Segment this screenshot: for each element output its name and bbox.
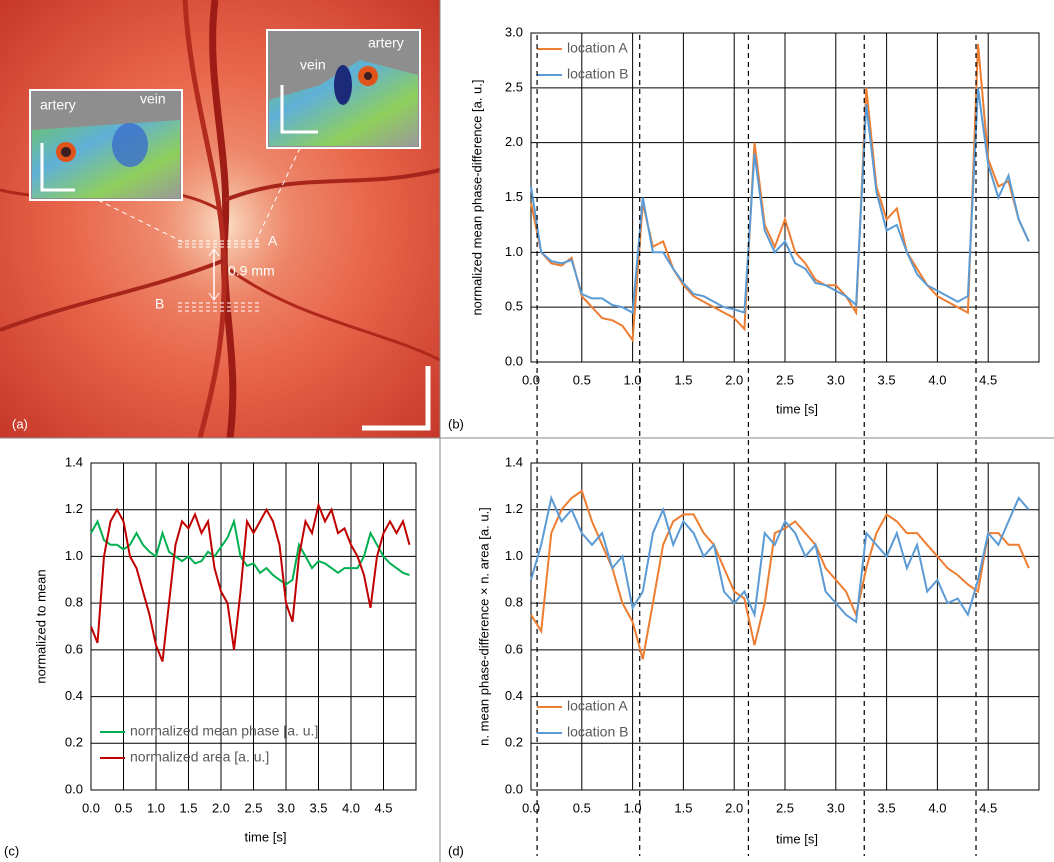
y-tick-label: 0.6 [505,641,523,656]
y-tick-label: 2.5 [505,79,523,94]
inset-label: vein [300,57,326,73]
vessel [0,258,226,332]
panel-label: (d) [448,843,464,858]
y-tick-label: 0.0 [65,781,83,796]
y-axis-title: normalized to mean [33,569,48,683]
y-axis-title: normalized mean phase-difference [a. u.] [469,79,484,315]
y-tick-label: 0.2 [505,735,523,750]
x-tick-label: 4.0 [928,800,946,815]
vessel [224,168,441,202]
inset-label: artery [40,97,76,113]
x-tick-label: 0.0 [522,800,540,815]
x-tick-label: 1.0 [624,372,642,387]
x-tick-label: 1.5 [674,372,692,387]
legend-label: location B [567,724,628,740]
y-axis-title: n. mean phase-difference × n. area [a. u… [476,507,491,746]
x-tick-label: 3.5 [878,372,896,387]
connector [97,199,186,244]
x-tick-label: 2.5 [776,800,794,815]
location-a: A [268,233,278,249]
y-tick-label: 0.8 [65,595,83,610]
inset-label: vein [140,91,166,107]
series-line [530,494,1030,624]
x-tick-label: 3.0 [827,372,845,387]
location-b: B [155,296,164,312]
y-tick-label: 0.2 [65,735,83,750]
y-tick-label: 0.6 [65,641,83,656]
x-tick-label: 0.5 [114,800,132,815]
y-tick-label: 1.0 [505,548,523,563]
x-tick-label: 2.0 [212,800,230,815]
x-tick-label: 3.5 [878,800,896,815]
y-tick-label: 1.4 [505,454,523,469]
x-tick-label: 1.5 [179,800,197,815]
x-tick-label: 2.5 [776,372,794,387]
y-tick-label: 0.0 [505,353,523,368]
y-tick-label: 1.0 [65,548,83,563]
x-tick-label: 3.0 [827,800,845,815]
x-tick-label: 0.5 [573,372,591,387]
fundus-image: A B 0.9 mm artery vein vein artery (a) [0,0,441,439]
x-tick-label: 3.0 [277,800,295,815]
x-tick-label: 0.0 [82,800,100,815]
x-tick-label: 0.5 [573,800,591,815]
y-tick-label: 3.0 [505,24,523,39]
panel-label: (a) [12,416,28,431]
legend-label: location A [567,698,628,714]
legend-label: normalized area [a. u.] [130,749,269,765]
x-tick-label: 4.5 [979,372,997,387]
left-inset: artery vein [29,89,183,201]
x-tick-label: 3.5 [309,800,327,815]
y-tick-label: 1.5 [505,189,523,204]
x-tick-label: 2.5 [244,800,262,815]
panel-label: (c) [4,843,19,858]
x-tick-label: 0.0 [522,372,540,387]
series-line [530,87,1030,315]
y-tick-label: 0.4 [65,688,83,703]
y-tick-label: 0.5 [505,299,523,314]
series-line [90,517,410,586]
series-line [90,501,411,662]
y-tick-label: 1.0 [505,244,523,259]
y-tick-label: 2.0 [505,134,523,149]
vessel [182,0,227,439]
series-line [530,489,1030,660]
y-tick-label: 0.8 [505,595,523,610]
x-tick-label: 4.0 [928,372,946,387]
y-tick-label: 1.4 [65,454,83,469]
arrow-heads [208,248,220,301]
y-tick-label: 0.4 [505,688,523,703]
x-axis-title: time [s] [776,831,818,846]
x-tick-label: 4.5 [979,800,997,815]
inset-label: artery [368,35,404,51]
series-line [530,43,1030,343]
y-tick-label: 1.2 [505,501,523,516]
location-lines [178,240,262,312]
vessel [229,268,441,362]
x-tick-label: 4.0 [342,800,360,815]
x-tick-label: 1.5 [674,800,692,815]
legend-label: location B [567,66,628,82]
right-inset: vein artery [266,29,421,149]
vessel [209,0,237,439]
legend-label: location A [567,40,628,56]
legend-label: normalized mean phase [a. u.] [130,723,318,739]
x-tick-label: 4.5 [374,800,392,815]
x-tick-label: 1.0 [624,800,642,815]
x-tick-label: 1.0 [147,800,165,815]
x-tick-label: 2.0 [725,372,743,387]
x-axis-title: time [s] [776,401,818,416]
y-tick-label: 1.2 [65,501,83,516]
x-tick-label: 2.0 [725,800,743,815]
panel-label: (b) [448,416,464,431]
scale-bar [362,366,431,431]
x-axis-title: time [s] [245,829,287,844]
distance-label: 0.9 mm [228,263,275,279]
y-tick-label: 0.0 [505,781,523,796]
